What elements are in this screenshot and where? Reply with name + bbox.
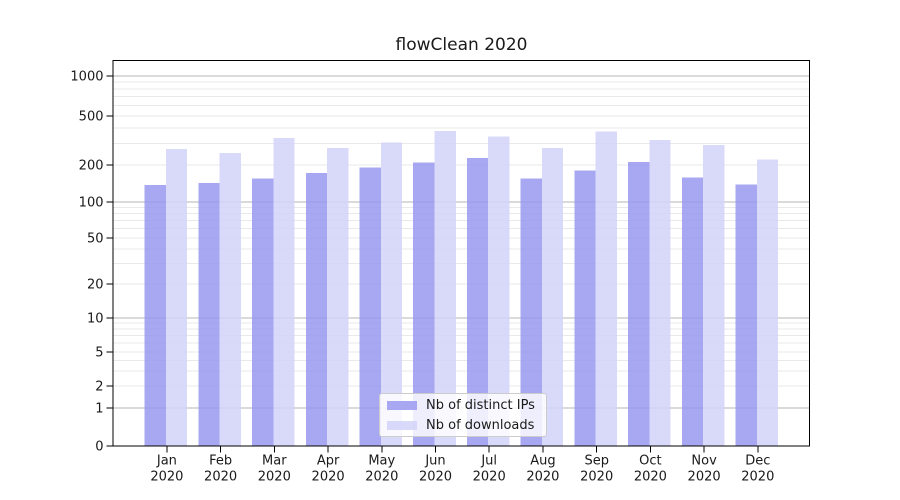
y-tick-label: 50 xyxy=(87,232,104,247)
x-tick-label-month: Jan xyxy=(156,454,177,469)
y-tick-label: 1 xyxy=(95,402,103,417)
x-tick-label-year: 2020 xyxy=(473,470,506,485)
x-tick-label-year: 2020 xyxy=(634,470,667,485)
y-tick-label: 5 xyxy=(95,346,103,361)
bar-downloads-apr xyxy=(327,147,349,447)
bar-downloads-feb xyxy=(219,153,241,446)
chart-title: flowClean 2020 xyxy=(395,35,528,55)
legend-item-distinct-ips: Nb of distinct IPs xyxy=(387,397,539,413)
x-tick-label-month: Sep xyxy=(584,454,609,469)
y-tick-label: 10 xyxy=(87,312,104,327)
y-tick-label: 20 xyxy=(87,278,104,293)
x-tick-label-month: Mar xyxy=(262,454,287,469)
x-tick-label-year: 2020 xyxy=(204,470,237,485)
y-tick-label: 200 xyxy=(79,159,104,174)
x-tick-label-month: Oct xyxy=(639,454,661,469)
legend-label-distinct-ips: Nb of distinct IPs xyxy=(426,397,535,413)
bar-downloads-dec xyxy=(756,159,779,446)
legend-swatch-downloads-icon xyxy=(387,420,417,430)
bar-distinct-ips-aug xyxy=(520,178,542,447)
x-tick-label-year: 2020 xyxy=(526,470,559,485)
bar-downloads-nov xyxy=(703,145,725,446)
x-tick-label-month: Aug xyxy=(530,454,555,469)
series-distinct-ips xyxy=(144,158,757,447)
x-tick-label-month: Feb xyxy=(209,454,232,469)
bar-distinct-ips-apr xyxy=(305,173,328,446)
bar-downloads-jul xyxy=(488,136,510,446)
bar-downloads-mar xyxy=(273,138,295,446)
bar-downloads-oct xyxy=(649,139,671,446)
bar-distinct-ips-dec xyxy=(735,184,757,446)
x-tick-label-month: Jun xyxy=(424,454,445,469)
legend-label-downloads: Nb of downloads xyxy=(426,417,535,433)
bar-downloads-aug xyxy=(541,147,564,447)
bar-distinct-ips-mar xyxy=(252,178,274,447)
x-tick-label-month: Dec xyxy=(745,454,770,469)
x-tick-label-month: Nov xyxy=(691,454,717,469)
bar-downloads-sep xyxy=(595,131,617,446)
bar-distinct-ips-feb xyxy=(198,182,220,446)
bar-downloads-jan xyxy=(165,149,188,446)
bar-distinct-ips-nov xyxy=(681,177,704,446)
legend-swatch-ips-icon xyxy=(387,400,417,410)
y-tick-label: 0 xyxy=(95,440,103,455)
legend: Nb of distinct IPs Nb of downloads xyxy=(379,393,547,437)
bar-distinct-ips-sep xyxy=(574,170,596,446)
series-downloads xyxy=(165,131,779,447)
y-tick-label: 2 xyxy=(95,380,103,395)
x-tick-label-year: 2020 xyxy=(258,470,291,485)
bar-distinct-ips-oct xyxy=(628,161,650,446)
x-tick-label-year: 2020 xyxy=(688,470,721,485)
bar-distinct-ips-jul xyxy=(466,158,489,446)
x-tick-label-year: 2020 xyxy=(419,470,452,485)
x-tick-label-month: Apr xyxy=(317,454,340,469)
x-tick-label-month: May xyxy=(368,454,395,469)
y-tick-label: 100 xyxy=(79,196,104,211)
bar-downloads-jun xyxy=(434,131,456,446)
plot-border xyxy=(112,60,810,447)
x-tick-label-year: 2020 xyxy=(365,470,398,485)
bar-downloads-may xyxy=(380,142,403,447)
x-tick-label-year: 2020 xyxy=(580,470,613,485)
y-tick-label: 1000 xyxy=(70,70,103,85)
x-tick-label-year: 2020 xyxy=(150,470,183,485)
bar-distinct-ips-jan xyxy=(144,184,166,447)
legend-item-downloads: Nb of downloads xyxy=(387,417,539,433)
bar-distinct-ips-may xyxy=(359,167,381,446)
x-tick-label-month: Jul xyxy=(480,454,497,469)
y-tick-label: 500 xyxy=(79,110,104,125)
x-tick-label-year: 2020 xyxy=(741,470,774,485)
bar-distinct-ips-jun xyxy=(413,162,435,446)
x-tick-label-year: 2020 xyxy=(312,470,345,485)
